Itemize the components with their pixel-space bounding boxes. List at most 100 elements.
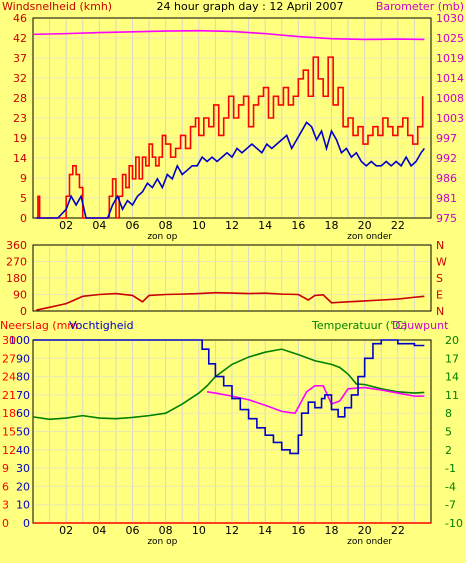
- temp-x-tick-label: 06: [126, 524, 140, 537]
- wind-y-tick-label: 9: [20, 172, 27, 185]
- temp-sunrise-label: zon op: [147, 537, 177, 547]
- wind-x-tick-label: 02: [59, 219, 73, 232]
- wind-x-tick-label: 08: [159, 219, 173, 232]
- wind-x-tick-label: 16: [291, 219, 305, 232]
- wind-x-tick-label: 04: [92, 219, 106, 232]
- wind-gust-line: [36, 56, 424, 219]
- temp-x-tick-label: 20: [358, 524, 372, 537]
- humidity-y-tick-label: 30: [16, 462, 30, 475]
- humidity-y-tick-label: 100: [9, 334, 30, 347]
- temperature-y2-tick-label: 14: [445, 371, 459, 384]
- wind-y-tick-label: 42: [13, 32, 27, 45]
- humidity-y-tick-label: 10: [16, 499, 30, 512]
- wind-x-tick-label: 06: [126, 219, 140, 232]
- humidity-y-tick-label: 90: [16, 352, 30, 365]
- humidity-axis-label: Vochtigheid: [69, 319, 134, 332]
- temp-x-tick-label: 02: [59, 524, 73, 537]
- barometer-y2-tick-label: 992: [436, 152, 457, 165]
- rain-y-tick-label: 6: [2, 480, 9, 493]
- temperature-y2-tick-label: 2: [445, 444, 452, 457]
- temp-x-tick-label: 14: [258, 524, 272, 537]
- direction-y-tick-label: 180: [6, 272, 27, 285]
- rain-y-tick-label: 15: [2, 426, 16, 439]
- direction-compass-letter: S: [436, 272, 443, 285]
- chart-title: 24 hour graph day : 12 April 2007: [157, 0, 344, 13]
- dewpoint-axis-label: Dauwpunt: [392, 319, 449, 332]
- direction-compass-letter: N: [436, 305, 444, 318]
- rain-y-tick-label: 30: [2, 334, 16, 347]
- wind-axis-label: Windsnelheid (kmh): [2, 0, 112, 13]
- wind-y-tick-label: 5: [20, 192, 27, 205]
- dewpoint-line: [207, 384, 425, 415]
- rain-y-tick-label: 21: [2, 389, 16, 402]
- wind-x-tick-label: 12: [225, 219, 239, 232]
- temperature-y2-tick-label: -7: [445, 499, 456, 512]
- wind-speed-line: [36, 121, 426, 219]
- wind-x-tick-label: 22: [391, 219, 405, 232]
- wind-y-tick-label: 46: [13, 12, 27, 25]
- humidity-line: [33, 339, 425, 455]
- wind-y-tick-label: 23: [13, 112, 27, 125]
- temp-x-tick-label: 16: [291, 524, 305, 537]
- wind-sunset-label: zon onder: [347, 232, 392, 242]
- wind-y-tick-label: 32: [13, 72, 27, 85]
- temp-sunset-label: zon onder: [347, 537, 392, 547]
- humidity-y-tick-label: 70: [16, 389, 30, 402]
- rain-y-tick-label: 9: [2, 462, 9, 475]
- wind-y-tick-label: 0: [20, 212, 27, 225]
- temp-x-tick-label: 10: [192, 524, 206, 537]
- barometer-y2-tick-label: 997: [436, 132, 457, 145]
- temp-x-tick-label: 12: [225, 524, 239, 537]
- humidity-y-tick-label: 0: [23, 517, 30, 530]
- barometer-axis-label: Barometer (mb): [376, 0, 464, 13]
- direction-y-tick-label: 90: [13, 289, 27, 302]
- temp-x-tick-label: 04: [92, 524, 106, 537]
- temp-x-tick-label: 22: [391, 524, 405, 537]
- wind-y-tick-label: 37: [13, 52, 27, 65]
- barometer-y2-tick-label: 975: [436, 212, 457, 225]
- rain-y-tick-label: 0: [2, 517, 9, 530]
- wind-x-tick-label: 14: [258, 219, 272, 232]
- direction-compass-letter: E: [436, 289, 443, 302]
- wind-sunrise-label: zon op: [147, 232, 177, 242]
- temperature-y2-tick-label: 20: [445, 334, 459, 347]
- wind-y-tick-label: 19: [13, 132, 27, 145]
- direction-y-tick-label: 0: [20, 305, 27, 318]
- direction-compass-letter: N: [436, 239, 444, 252]
- humidity-y-tick-label: 50: [16, 426, 30, 439]
- barometer-line: [32, 29, 425, 41]
- wind-direction-line: [36, 291, 425, 311]
- wind-x-tick-label: 10: [192, 219, 206, 232]
- humidity-y-tick-label: 40: [16, 444, 30, 457]
- wind-y-tick-label: 28: [13, 92, 27, 105]
- temperature-y2-tick-label: -10: [445, 517, 463, 530]
- rain-y-tick-label: 27: [2, 352, 16, 365]
- temperature-y2-tick-label: -1: [445, 462, 456, 475]
- temperature-y2-tick-label: 11: [445, 389, 459, 402]
- temperature-axis-label: Temperatuur (°C): [311, 319, 407, 332]
- wind-x-tick-label: 20: [358, 219, 372, 232]
- rain-y-tick-label: 18: [2, 407, 16, 420]
- barometer-y2-tick-label: 1014: [436, 72, 464, 85]
- direction-compass-letter: W: [436, 256, 447, 269]
- humidity-y-tick-label: 60: [16, 407, 30, 420]
- barometer-y2-tick-label: 1025: [436, 32, 464, 45]
- barometer-y2-tick-label: 1008: [436, 92, 464, 105]
- barometer-y2-tick-label: 1019: [436, 52, 464, 65]
- humidity-y-tick-label: 20: [16, 480, 30, 493]
- wind-x-tick-label: 18: [325, 219, 339, 232]
- rain-y-tick-label: 12: [2, 444, 16, 457]
- temperature-y2-tick-label: 8: [445, 407, 452, 420]
- humidity-y-tick-label: 80: [16, 371, 30, 384]
- direction-y-tick-label: 360: [6, 239, 27, 252]
- barometer-y2-tick-label: 1030: [436, 12, 464, 25]
- temp-x-tick-label: 08: [159, 524, 173, 537]
- rain-y-tick-label: 3: [2, 499, 9, 512]
- temperature-line: [32, 348, 425, 421]
- wind-y-tick-label: 14: [13, 152, 27, 165]
- temp-x-tick-label: 18: [325, 524, 339, 537]
- rain-y-tick-label: 24: [2, 371, 16, 384]
- temperature-y2-tick-label: -4: [445, 480, 456, 493]
- barometer-y2-tick-label: 981: [436, 192, 457, 205]
